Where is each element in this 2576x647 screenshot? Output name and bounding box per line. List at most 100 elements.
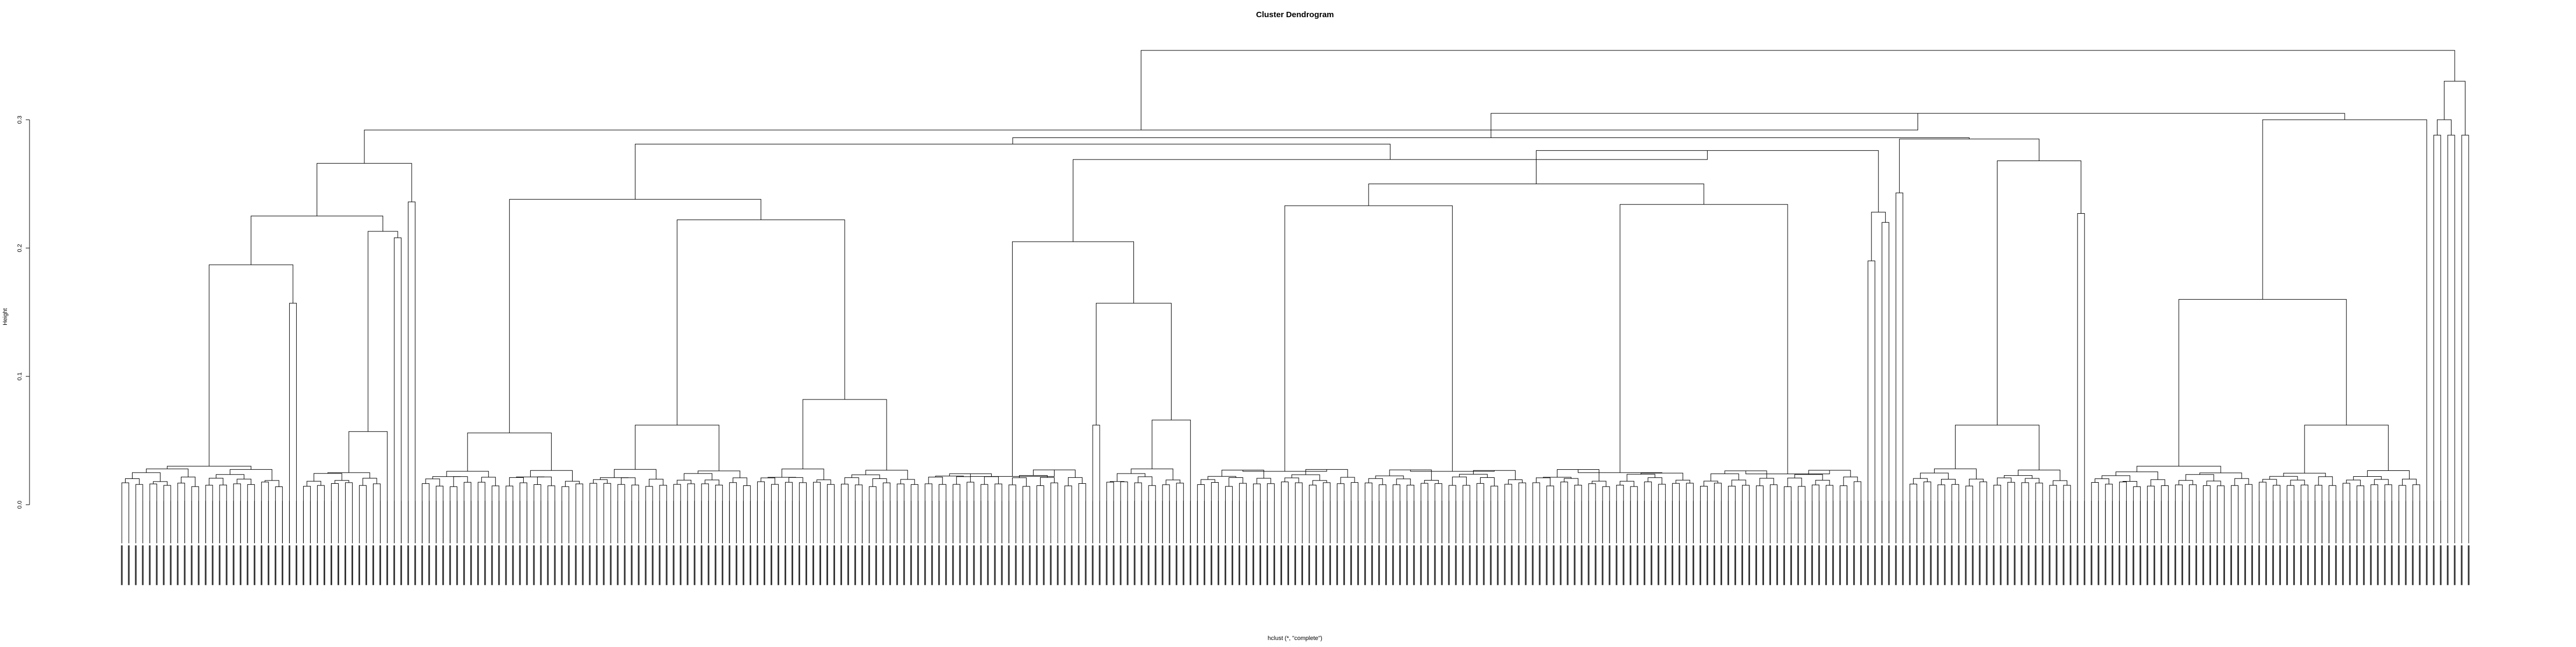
- leaf-label: [1092, 545, 1094, 585]
- merge-link: [589, 483, 597, 543]
- merge-link: [362, 478, 377, 486]
- leaf-label: [1916, 545, 1918, 585]
- leaf-label: [938, 545, 940, 585]
- merge-link: [1728, 485, 1736, 543]
- leaf-label: [1790, 545, 1792, 585]
- merge-link: [1117, 473, 1146, 482]
- merge-link: [1256, 478, 1271, 484]
- leaf-label: [1678, 545, 1680, 585]
- y-tick-label: 0.2: [17, 244, 23, 252]
- merge-link: [1979, 481, 1987, 543]
- leaf-label: [421, 545, 423, 585]
- chart-title: Cluster Dendrogram: [1256, 10, 1334, 19]
- leaf-label: [826, 545, 829, 585]
- leaf-label: [610, 545, 612, 585]
- merge-link: [698, 470, 741, 478]
- merge-link: [394, 237, 402, 543]
- leaf-label: [554, 545, 556, 585]
- leaf-label: [1329, 545, 1331, 585]
- merge-link: [1560, 482, 1568, 543]
- leaf-label: [505, 545, 507, 585]
- x-axis-label: hclust (*, "complete"): [1268, 635, 1322, 642]
- leaf-label: [1448, 545, 1450, 585]
- merge-link: [1480, 477, 1495, 486]
- merge-link: [883, 482, 891, 543]
- leaf-label: [945, 545, 947, 585]
- leaf-label: [2440, 545, 2442, 585]
- leaf-label: [2083, 545, 2085, 585]
- merge-link: [1815, 479, 1830, 485]
- merge-link: [994, 483, 1002, 543]
- merge-link: [1092, 425, 1100, 543]
- merge-link: [2077, 213, 2085, 543]
- merge-link: [844, 477, 859, 485]
- merge-link: [1365, 482, 1373, 543]
- merge-link: [153, 481, 168, 485]
- merge-link: [1284, 205, 1453, 471]
- leaf-label: [1902, 545, 1904, 585]
- leaf-label: [1762, 545, 1764, 585]
- leaf-label: [1755, 545, 1757, 585]
- merge-link: [2049, 485, 2057, 543]
- leaf-label: [770, 545, 772, 585]
- leaf-label: [1469, 545, 1471, 585]
- merge-link: [1337, 483, 1345, 543]
- leaf-label: [784, 545, 786, 585]
- leaf-label: [575, 545, 577, 585]
- merge-link: [1630, 486, 1638, 543]
- merge-link: [1211, 482, 1219, 543]
- leaf-label: [1050, 545, 1052, 585]
- merge-link: [478, 482, 486, 543]
- leaf-label: [1776, 545, 1779, 585]
- leaf-label: [1608, 545, 1611, 585]
- leaf-label: [568, 545, 570, 585]
- merge-link: [1448, 485, 1457, 543]
- merge-link: [743, 485, 751, 543]
- leaf-label: [959, 545, 961, 585]
- merge-link: [1008, 484, 1016, 543]
- leaf-label: [1972, 545, 1974, 585]
- merge-link: [2398, 485, 2406, 543]
- leaf-label: [1783, 545, 1785, 585]
- leaf-label: [1392, 545, 1394, 585]
- leaf-label: [1567, 545, 1569, 585]
- leaf-label: [400, 545, 402, 585]
- merge-link: [635, 143, 1391, 200]
- merge-link: [715, 484, 723, 543]
- leaf-label: [903, 545, 905, 585]
- leaf-label: [1434, 545, 1436, 585]
- merge-link: [2202, 485, 2211, 543]
- leaf-label: [135, 545, 137, 585]
- leaf-label: [875, 545, 877, 585]
- leaf-label: [2132, 545, 2134, 585]
- leaf-label: [1483, 545, 1485, 585]
- merge-link: [1909, 484, 1918, 543]
- leaf-label: [281, 545, 283, 585]
- merge-link: [1871, 212, 1886, 261]
- merge-link: [1965, 485, 1973, 543]
- leaf-label: [330, 545, 332, 585]
- merge-link: [2178, 480, 2193, 485]
- leaf-label: [2055, 545, 2058, 585]
- leaf-label: [1643, 545, 1645, 585]
- leaf-label: [1224, 545, 1226, 585]
- merge-link: [1923, 481, 1931, 543]
- merge-link: [928, 477, 943, 485]
- leaf-label: [2090, 545, 2092, 585]
- leaf-label: [1944, 545, 1946, 585]
- leaf-label: [1364, 545, 1366, 585]
- merge-link: [1700, 486, 1708, 543]
- merge-link: [2402, 478, 2417, 485]
- merge-link: [1574, 485, 1582, 543]
- leaf-label: [2195, 545, 2197, 585]
- merge-link: [673, 484, 681, 543]
- merge-link: [1784, 486, 1792, 543]
- merge-link: [1309, 484, 1316, 543]
- merge-link: [2301, 484, 2309, 543]
- merge-link: [2374, 479, 2389, 485]
- merge-link: [645, 486, 653, 543]
- merge-link: [1840, 485, 1848, 543]
- merge-link: [1421, 483, 1429, 543]
- leaf-label: [1106, 545, 1108, 585]
- leaf-label: [2000, 545, 2002, 585]
